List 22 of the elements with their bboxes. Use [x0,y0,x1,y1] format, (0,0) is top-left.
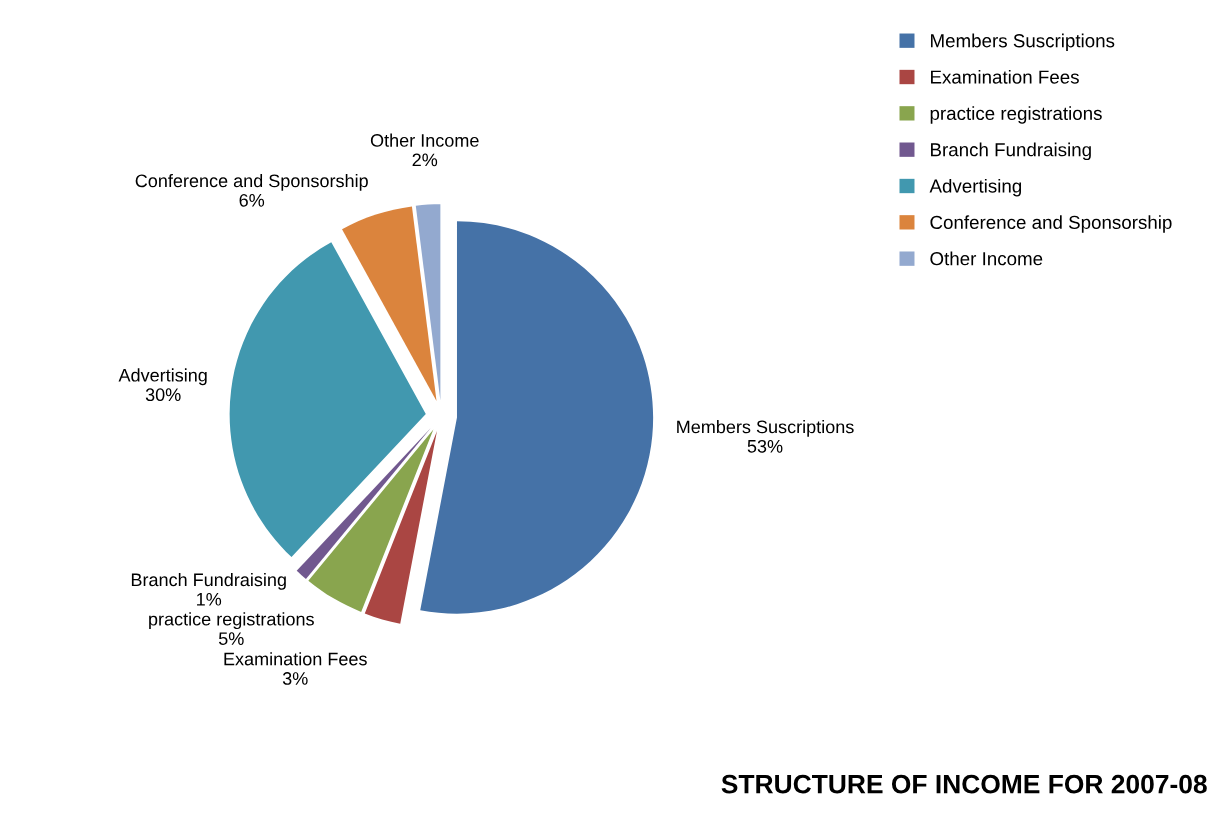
slice-label: Conference and Sponsorship [135,173,368,191]
data-label: 53% [747,439,783,453]
slice-label: Branch Fundraising [131,572,286,590]
legend-label: Advertising [929,178,1022,197]
data-label: 6% [239,193,265,207]
data-label: 1% [197,592,222,606]
slice-label: practice registrations [149,612,314,630]
legend-label: Examination Fees [931,69,1079,84]
slice-label: Advertising [118,368,207,386]
legend-label: Members Suscriptions [931,33,1115,52]
text: STRUCTURE OF INCOME FOR 2007-08 [721,774,1207,794]
data-label: 2% [412,153,438,167]
legend-label: Conference and Sponsorship [930,215,1172,233]
legend-label: practice registrations [930,106,1102,124]
slice-label: Members Suscriptions [677,420,854,437]
data-label: 30% [145,388,181,402]
slice-label: Examination Fees [224,652,367,666]
legend-label: Branch Fundraising [931,142,1091,161]
slice-label: Other Income [370,133,479,147]
data-label: 3% [282,672,308,685]
data-label: 5% [218,632,244,645]
legend-label: Other Income [930,251,1043,266]
